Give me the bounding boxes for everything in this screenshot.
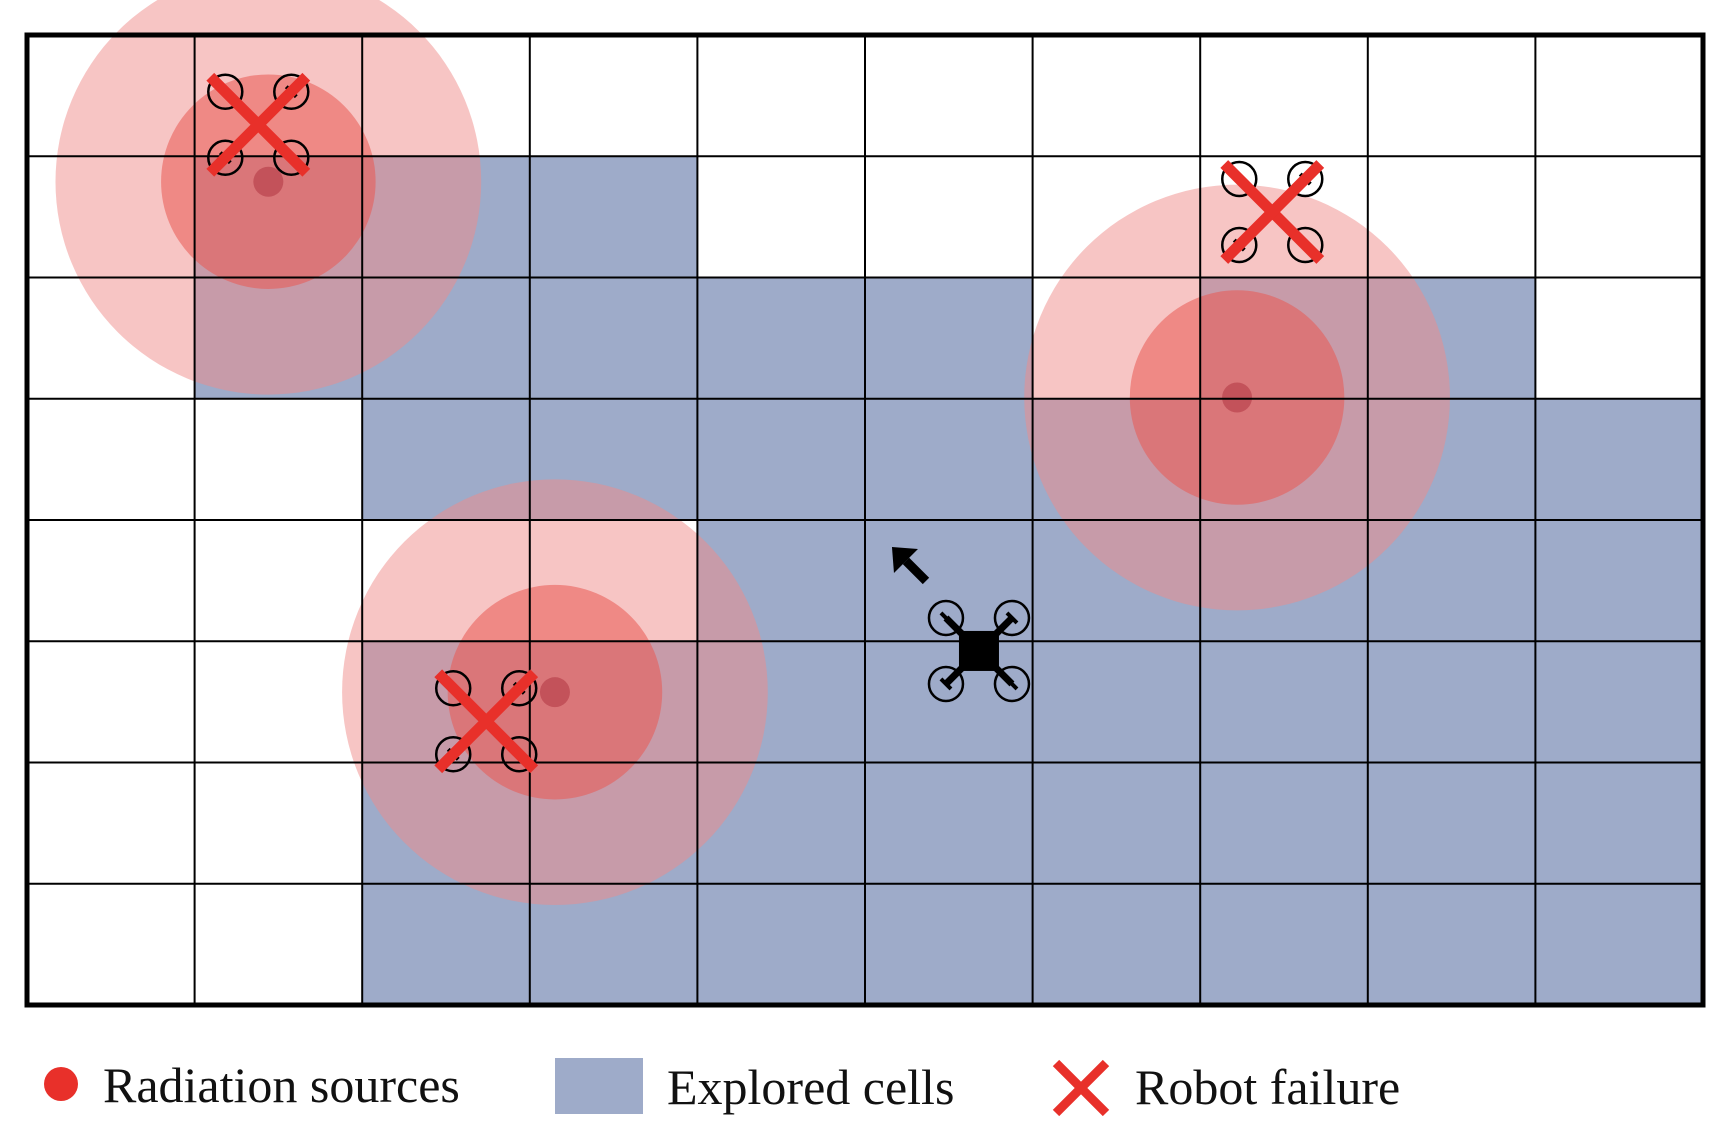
failed-robot-drone-icon [206, 72, 311, 177]
explored-cell [1367, 520, 1536, 642]
explored-cell [1200, 883, 1369, 1006]
rotor-icon [1287, 160, 1324, 198]
explored-cell [1535, 762, 1704, 885]
explored-cell [697, 883, 866, 1006]
explored-cell [1535, 520, 1704, 642]
legend-failure-x-icon [1052, 1059, 1110, 1117]
rotor-icon [500, 670, 538, 707]
explored-cell [1200, 641, 1369, 763]
explored-cell [865, 641, 1034, 763]
explored-cell [865, 398, 1034, 521]
explored-cell [865, 883, 1034, 1006]
active-robot-layer [891, 546, 1031, 703]
rotor-icon [434, 670, 472, 707]
robot-failure-x-icon [206, 72, 311, 177]
explored-cell [1367, 883, 1536, 1006]
rotor-icon [500, 736, 538, 773]
failed-robot-drone-icon [434, 669, 539, 774]
rotor-icon [273, 73, 310, 110]
rotor-icon [927, 599, 965, 637]
radiation-source-dot [539, 677, 570, 708]
robot-failure-x-icon [434, 669, 539, 774]
rotor-icon [993, 665, 1031, 703]
radiation-source-dot [1222, 382, 1253, 413]
legend-failure-label: Robot failure [1135, 1059, 1400, 1115]
failed-robot-drone-icon [1220, 160, 1325, 264]
explored-cell [529, 277, 698, 400]
explored-cell [1535, 883, 1704, 1006]
drone-body [958, 630, 999, 671]
explored-cell [1200, 762, 1369, 885]
rotor-icon [1221, 160, 1258, 198]
explored-cell [865, 277, 1034, 400]
robot-failure-x-icon [1220, 160, 1325, 264]
explored-cell [529, 156, 698, 278]
rotor-icon [993, 599, 1031, 637]
explored-cell [1032, 641, 1201, 763]
radiation-source-dot [253, 166, 284, 197]
explored-cell [1367, 641, 1536, 763]
rotor-icon [434, 736, 472, 773]
rotor-icon [207, 73, 244, 110]
active-robot-drone-icon [927, 599, 1031, 703]
grid-border [24, 32, 1706, 1008]
legend-radiation-dot-icon [44, 1067, 78, 1101]
explored-cell [1535, 398, 1704, 521]
rotor-icon [1221, 226, 1258, 264]
explored-cell [865, 762, 1034, 885]
rotor-icon [1287, 226, 1324, 264]
radiation-halos-layer [55, 0, 1450, 906]
rotor-icon [927, 665, 965, 703]
explored-cell [1535, 641, 1704, 763]
explored-cell [1032, 883, 1201, 1006]
legend: Radiation sources Explored cells Robot f… [44, 1057, 1400, 1117]
explored-cell [1367, 762, 1536, 885]
rotor-icon [207, 139, 244, 176]
explored-cell [697, 398, 866, 521]
legend-radiation-label: Radiation sources [103, 1057, 460, 1113]
legend-explored-label: Explored cells [667, 1059, 954, 1115]
heading-arrow-icon [891, 546, 930, 585]
explored-cell [697, 277, 866, 400]
legend-explored-swatch [555, 1058, 643, 1114]
explored-cell [1032, 762, 1201, 885]
explored-cell [362, 883, 531, 1006]
grid-lines [24, 32, 1706, 1008]
rotor-icon [273, 139, 310, 176]
robots-layer [206, 72, 1325, 774]
